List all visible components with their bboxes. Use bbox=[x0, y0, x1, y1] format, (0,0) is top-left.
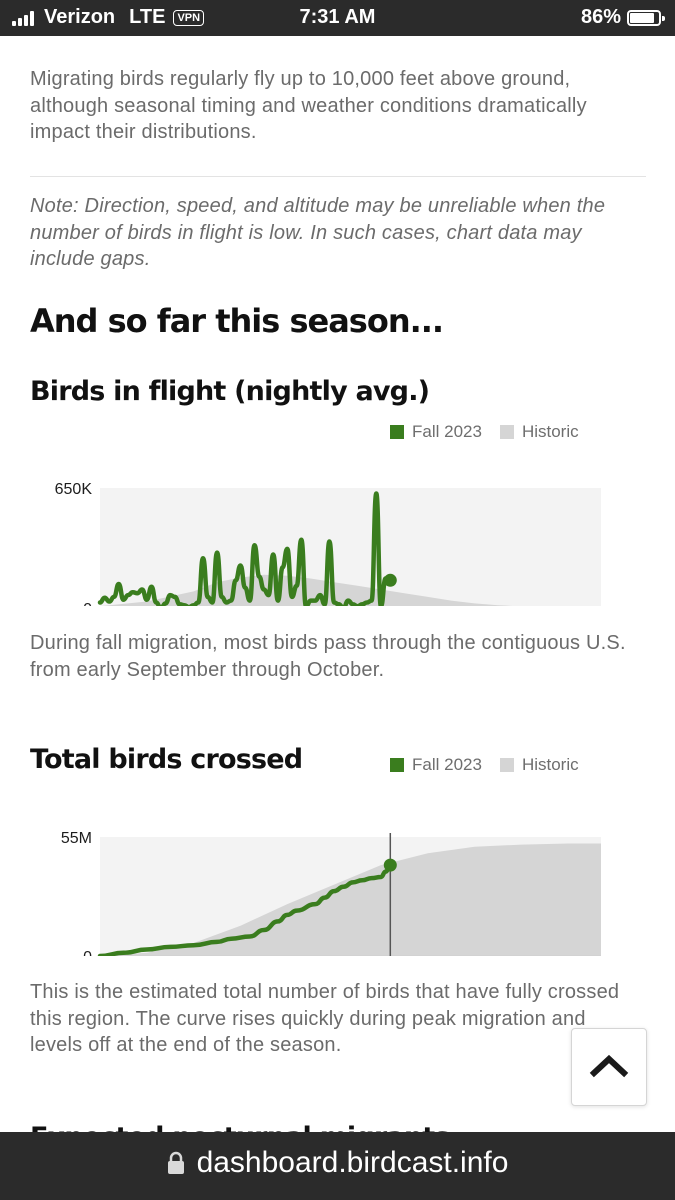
legend-birds-in-flight: Fall 2023 Historic bbox=[390, 422, 579, 442]
fall-2023-line bbox=[97, 862, 393, 956]
battery-icon bbox=[627, 9, 665, 26]
signal-icon bbox=[12, 10, 34, 26]
status-bar: Verizon LTE VPN 7:31 AM 86% bbox=[0, 0, 675, 36]
current-value-dot bbox=[383, 573, 397, 587]
total-birds-chart[interactable]: 55M0AUGSEPOCTNOV bbox=[0, 786, 675, 956]
divider bbox=[30, 176, 646, 177]
y-axis-max-label: 55M bbox=[61, 830, 92, 847]
chart-title-birds-in-flight: Birds in flight (nightly avg.) bbox=[30, 376, 430, 407]
network-label: LTE bbox=[129, 6, 166, 28]
section-heading: And so far this season... bbox=[30, 302, 444, 340]
legend-total-birds: Fall 2023 Historic bbox=[390, 755, 579, 775]
legend-label-fall: Fall 2023 bbox=[412, 422, 482, 441]
status-time: 7:31 AM bbox=[299, 6, 376, 28]
vpn-badge: VPN bbox=[173, 9, 205, 26]
current-value-dot bbox=[383, 858, 397, 872]
status-right: 86% bbox=[580, 6, 665, 29]
legend-label-fall: Fall 2023 bbox=[412, 755, 482, 774]
chart-caption-birds-in-flight: During fall migration, most birds pass t… bbox=[30, 632, 626, 681]
legend-swatch-fall bbox=[390, 758, 404, 772]
carrier-label: Verizon bbox=[44, 6, 116, 28]
y-axis-max-label: 650K bbox=[55, 481, 93, 498]
historic-area bbox=[100, 843, 601, 956]
legend-label-historic: Historic bbox=[521, 422, 579, 441]
note-paragraph: Note: Direction, speed, and altitude may… bbox=[30, 195, 606, 270]
status-left: Verizon LTE VPN bbox=[12, 6, 205, 29]
chart-caption-total-birds: This is the estimated total number of bi… bbox=[30, 981, 620, 1056]
scroll-to-top-button[interactable] bbox=[571, 1028, 647, 1106]
legend-swatch-historic bbox=[499, 425, 514, 439]
page-content[interactable]: Migrating birds regularly fly up to 10,0… bbox=[0, 36, 675, 1132]
y-axis-min-label: 0 bbox=[83, 601, 92, 606]
url-text[interactable]: dashboard.birdcast.info bbox=[196, 1146, 509, 1179]
battery-percent: 86% bbox=[580, 6, 621, 28]
battery-fill bbox=[630, 12, 655, 23]
y-axis-min-label: 0 bbox=[83, 949, 92, 956]
chevron-up-icon bbox=[589, 1054, 629, 1078]
legend-label-historic: Historic bbox=[521, 755, 579, 774]
intro-paragraph: Migrating birds regularly fly up to 10,0… bbox=[30, 68, 587, 143]
browser-url-bar[interactable]: dashboard.birdcast.info bbox=[0, 1132, 675, 1200]
historic-area bbox=[101, 574, 513, 606]
chart-title-total-birds: Total birds crossed bbox=[30, 744, 303, 775]
url-container[interactable]: dashboard.birdcast.info bbox=[0, 1146, 675, 1180]
lock-icon bbox=[167, 1151, 184, 1174]
next-section-heading: Expected nocturnal migrants bbox=[30, 1122, 450, 1132]
fall-2023-line bbox=[97, 491, 393, 606]
legend-swatch-historic bbox=[499, 758, 514, 772]
legend-swatch-fall bbox=[390, 425, 404, 439]
birds-in-flight-chart[interactable]: 650K0AUGSEPOCTNOV bbox=[0, 436, 675, 606]
